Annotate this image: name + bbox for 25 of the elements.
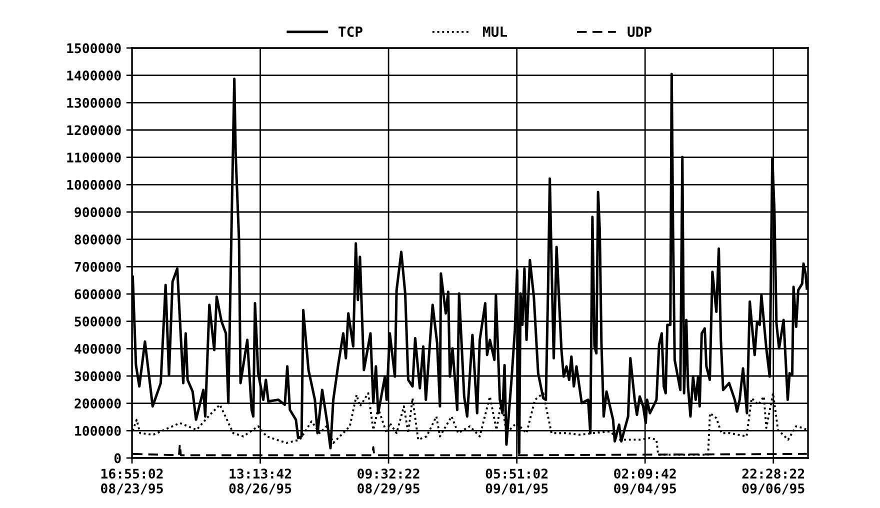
y-tick-label: 600000 xyxy=(74,289,121,300)
y-tick-label: 1100000 xyxy=(67,152,121,163)
legend-label: MUL xyxy=(483,26,507,37)
y-tick-label: 100000 xyxy=(75,426,121,436)
y-tick-label: 900000 xyxy=(74,207,121,218)
y-tick-label: 400000 xyxy=(74,344,121,354)
y-tick-label: 1200000 xyxy=(67,125,121,136)
y-tick-label: 300000 xyxy=(74,371,121,382)
x-tick-label: 05:51:02 09/01/95 xyxy=(486,468,548,494)
y-tick-label: 1000000 xyxy=(67,180,121,190)
x-tick-label: 13:13:42 08/26/95 xyxy=(229,468,292,494)
x-tick-label: 02:09:42 09/04/95 xyxy=(614,468,676,494)
x-tick-label: 22:28:22 09/06/95 xyxy=(742,468,804,494)
y-tick-label: 1400000 xyxy=(67,70,121,81)
legend-label: UDP xyxy=(628,26,652,37)
y-tick-label: 1500000 xyxy=(67,43,121,54)
y-tick-label: 500000 xyxy=(74,316,121,327)
y-tick-label: 0 xyxy=(114,453,121,464)
y-tick-label: 1300000 xyxy=(67,98,121,108)
legend-label: TCP xyxy=(338,26,362,37)
x-tick-label: 16:55:02 08/23/95 xyxy=(101,468,163,494)
y-tick-label: 800000 xyxy=(74,234,121,245)
y-tick-label: 700000 xyxy=(74,262,121,272)
x-tick-label: 09:32:22 08/29/95 xyxy=(358,468,420,494)
y-tick-label: 200000 xyxy=(74,398,121,409)
